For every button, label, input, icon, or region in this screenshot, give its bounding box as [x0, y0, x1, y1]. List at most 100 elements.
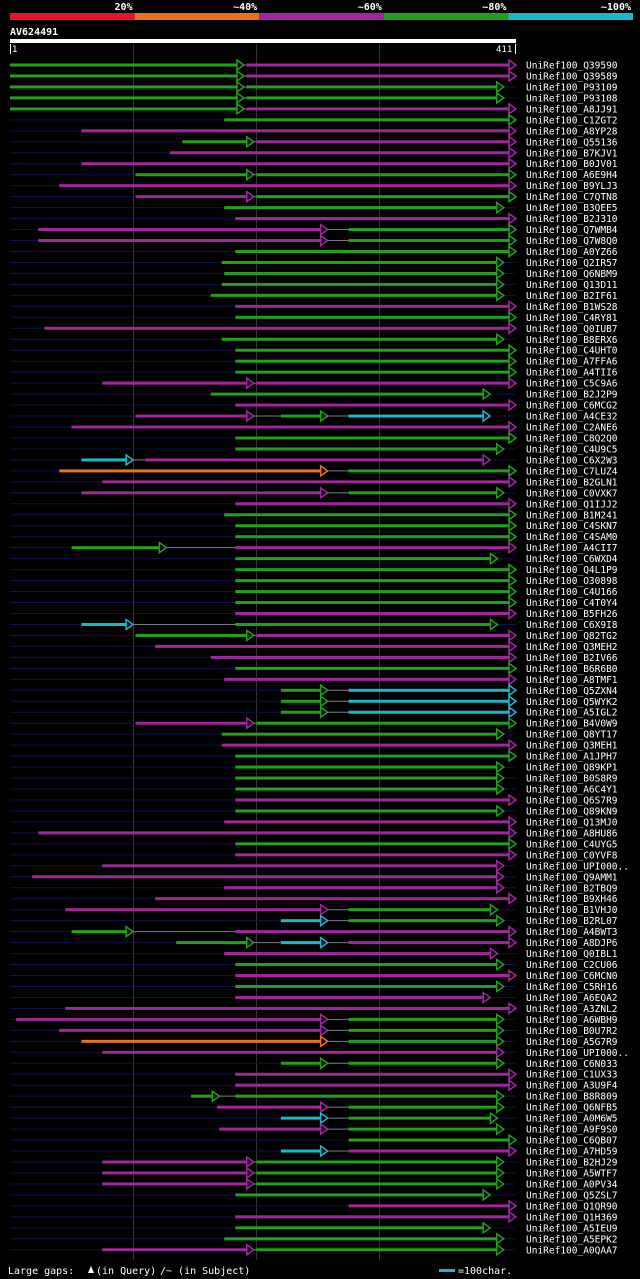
hit-id-label[interactable]: UniRef100_A7FFA6: [526, 357, 618, 368]
hit-id-label[interactable]: UniRef100_C4RY81: [526, 313, 618, 324]
hit-id-label[interactable]: UniRef100_Q82TG2: [526, 631, 618, 642]
hit-id-label[interactable]: UniRef100_B2J2P9: [526, 390, 618, 401]
hit-id-label[interactable]: UniRef100_A0YZ66: [526, 247, 618, 258]
hit-id-label[interactable]: UniRef100_Q9AMM1: [526, 872, 618, 883]
hit-id-label[interactable]: UniRef100_B5FH26: [526, 609, 618, 620]
hit-id-label[interactable]: UniRef100_Q7W8Q0: [526, 236, 618, 247]
hit-id-label[interactable]: UniRef100_A0QAA7: [526, 1245, 618, 1256]
hit-id-label[interactable]: UniRef100_C7LUZ4: [526, 466, 618, 477]
hit-id-label[interactable]: UniRef100_A4CII7: [526, 543, 618, 554]
hit-id-label[interactable]: UniRef100_P93109: [526, 82, 618, 93]
hit-id-label[interactable]: UniRef100_A5WTF7: [526, 1168, 618, 1179]
hit-id-label[interactable]: UniRef100_C2ANE6: [526, 423, 618, 434]
hit-id-label[interactable]: UniRef100_A4CE32: [526, 412, 618, 423]
hit-id-label[interactable]: UniRef100_Q6NFB5: [526, 1103, 618, 1114]
hit-id-label[interactable]: UniRef100_C5RH16: [526, 982, 618, 993]
hit-id-label[interactable]: UniRef100_A6C4Y1: [526, 785, 618, 796]
hit-id-label[interactable]: UniRef100_B0U7R2: [526, 1026, 618, 1037]
hit-id-label[interactable]: UniRef100_Q3MEH1: [526, 741, 618, 752]
hit-id-label[interactable]: UniRef100_B2J310: [526, 214, 618, 225]
hit-id-label[interactable]: UniRef100_B4V0W9: [526, 719, 618, 730]
hit-id-label[interactable]: UniRef100_Q39590: [526, 61, 618, 72]
hit-id-label[interactable]: UniRef100_Q8YT17: [526, 730, 618, 741]
hit-id-label[interactable]: UniRef100_A5IGL2: [526, 708, 618, 719]
hit-id-label[interactable]: UniRef100_Q1IJJ2: [526, 499, 618, 510]
hit-id-label[interactable]: UniRef100_A6EQA2: [526, 993, 618, 1004]
hit-id-label[interactable]: UniRef100_B2IV66: [526, 653, 618, 664]
hit-id-label[interactable]: UniRef100_C5C9A6: [526, 379, 618, 390]
hit-id-label[interactable]: UniRef100_B0JV01: [526, 159, 618, 170]
hit-id-label[interactable]: UniRef100_B2HJ29: [526, 1158, 618, 1169]
hit-id-label[interactable]: UniRef100_Q13D11: [526, 280, 618, 291]
hit-id-label[interactable]: UniRef100_B1WS28: [526, 302, 618, 313]
hit-id-label[interactable]: UniRef100_C1UX33: [526, 1070, 618, 1081]
hit-id-label[interactable]: UniRef100_C6MCN0: [526, 971, 618, 982]
hit-id-label[interactable]: UniRef100_C4T0Y4: [526, 598, 618, 609]
hit-id-label[interactable]: UniRef100_A9F9S0: [526, 1125, 618, 1136]
hit-id-label[interactable]: UniRef100_B2TBQ9: [526, 883, 618, 894]
hit-id-label[interactable]: UniRef100_B9XH46: [526, 894, 618, 905]
hit-id-label[interactable]: UniRef100_B3QEE5: [526, 203, 618, 214]
hit-id-label[interactable]: UniRef100_B1VHJ0: [526, 905, 618, 916]
hit-id-label[interactable]: UniRef100_C4SAM0: [526, 532, 618, 543]
hit-id-label[interactable]: UniRef100_Q0IBL1: [526, 949, 618, 960]
hit-id-label[interactable]: UniRef100_C4U166: [526, 587, 618, 598]
hit-id-label[interactable]: UniRef100_A6E9H4: [526, 170, 618, 181]
hit-id-label[interactable]: UniRef100_C6N033: [526, 1059, 618, 1070]
hit-id-label[interactable]: UniRef100_P93108: [526, 93, 618, 104]
hit-id-label[interactable]: UniRef100_C6X9I8: [526, 620, 618, 631]
hit-id-label[interactable]: UniRef100_Q2IR57: [526, 258, 618, 269]
hit-id-label[interactable]: UniRef100_B2GLN1: [526, 477, 618, 488]
hit-id-label[interactable]: UniRef100_C2CU06: [526, 960, 618, 971]
hit-id-label[interactable]: UniRef100_B1M241: [526, 510, 618, 521]
hit-id-label[interactable]: UniRef100_O30898: [526, 576, 618, 587]
hit-id-label[interactable]: UniRef100_A4BWT3: [526, 927, 618, 938]
hit-id-label[interactable]: UniRef100_B0S8R9: [526, 774, 618, 785]
hit-id-label[interactable]: UniRef100_C6MCG2: [526, 401, 618, 412]
hit-id-label[interactable]: UniRef100_Q5ZXN4: [526, 686, 618, 697]
hit-id-label[interactable]: UniRef100_C0YVF8: [526, 850, 618, 861]
hit-id-label[interactable]: UniRef100_C6WXD4: [526, 554, 618, 565]
hit-id-label[interactable]: UniRef100_C6QB07: [526, 1136, 618, 1147]
hit-id-label[interactable]: UniRef100_B6R6B0: [526, 664, 618, 675]
hit-id-label[interactable]: UniRef100_B8R809: [526, 1092, 618, 1103]
hit-id-label[interactable]: UniRef100_C4SKN7: [526, 521, 618, 532]
hit-id-label[interactable]: UniRef100_B2IF61: [526, 291, 618, 302]
hit-id-label[interactable]: UniRef100_A4TII6: [526, 368, 618, 379]
hit-id-label[interactable]: UniRef100_C4U9C5: [526, 444, 618, 455]
hit-id-label[interactable]: UniRef100_C0VXK7: [526, 488, 618, 499]
hit-id-label[interactable]: UniRef100_B2RL07: [526, 916, 618, 927]
hit-id-label[interactable]: UniRef100_C6X2W3: [526, 455, 618, 466]
hit-id-label[interactable]: UniRef100_UPI000..: [526, 861, 629, 872]
hit-id-label[interactable]: UniRef100_Q89KN9: [526, 806, 618, 817]
hit-id-label[interactable]: UniRef100_B9YLJ3: [526, 181, 618, 192]
hit-id-label[interactable]: UniRef100_Q6NBM9: [526, 269, 618, 280]
hit-id-label[interactable]: UniRef100_A8TMF1: [526, 675, 618, 686]
hit-id-label[interactable]: UniRef100_C1ZGT2: [526, 115, 618, 126]
hit-id-label[interactable]: UniRef100_Q1QR90: [526, 1201, 618, 1212]
hit-id-label[interactable]: UniRef100_Q55136: [526, 137, 618, 148]
hit-id-label[interactable]: UniRef100_C7QTN8: [526, 192, 618, 203]
hit-id-label[interactable]: UniRef100_C4UHT0: [526, 346, 618, 357]
hit-id-label[interactable]: UniRef100_A8JJ91: [526, 104, 618, 115]
hit-id-label[interactable]: UniRef100_A3U9F4: [526, 1081, 618, 1092]
hit-id-label[interactable]: UniRef100_Q7WMB4: [526, 225, 618, 236]
hit-id-label[interactable]: UniRef100_A5G7R9: [526, 1037, 618, 1048]
hit-id-label[interactable]: UniRef100_A0PV34: [526, 1179, 618, 1190]
hit-id-label[interactable]: UniRef100_Q5WYK2: [526, 697, 618, 708]
hit-id-label[interactable]: UniRef100_Q39589: [526, 71, 618, 82]
hit-id-label[interactable]: UniRef100_A8YP28: [526, 126, 618, 137]
hit-id-label[interactable]: UniRef100_A3ZNL2: [526, 1004, 618, 1015]
hit-id-label[interactable]: UniRef100_Q1H369: [526, 1212, 618, 1223]
hit-id-label[interactable]: UniRef100_UPI000..: [526, 1048, 629, 1059]
hit-id-label[interactable]: UniRef100_C8Q2Q0: [526, 433, 618, 444]
hit-id-label[interactable]: UniRef100_C4UYG5: [526, 839, 618, 850]
hit-id-label[interactable]: UniRef100_A5EPK2: [526, 1234, 618, 1245]
hit-id-label[interactable]: UniRef100_A0M6W5: [526, 1114, 618, 1125]
hit-id-label[interactable]: UniRef100_Q0IUB7: [526, 324, 618, 335]
hit-id-label[interactable]: UniRef100_A6WBH9: [526, 1015, 618, 1026]
hit-id-label[interactable]: UniRef100_B8ERX6: [526, 335, 618, 346]
hit-id-label[interactable]: UniRef100_A8DJP6: [526, 938, 618, 949]
hit-id-label[interactable]: UniRef100_A7HD59: [526, 1147, 618, 1158]
hit-id-label[interactable]: UniRef100_Q4L1P9: [526, 565, 618, 576]
